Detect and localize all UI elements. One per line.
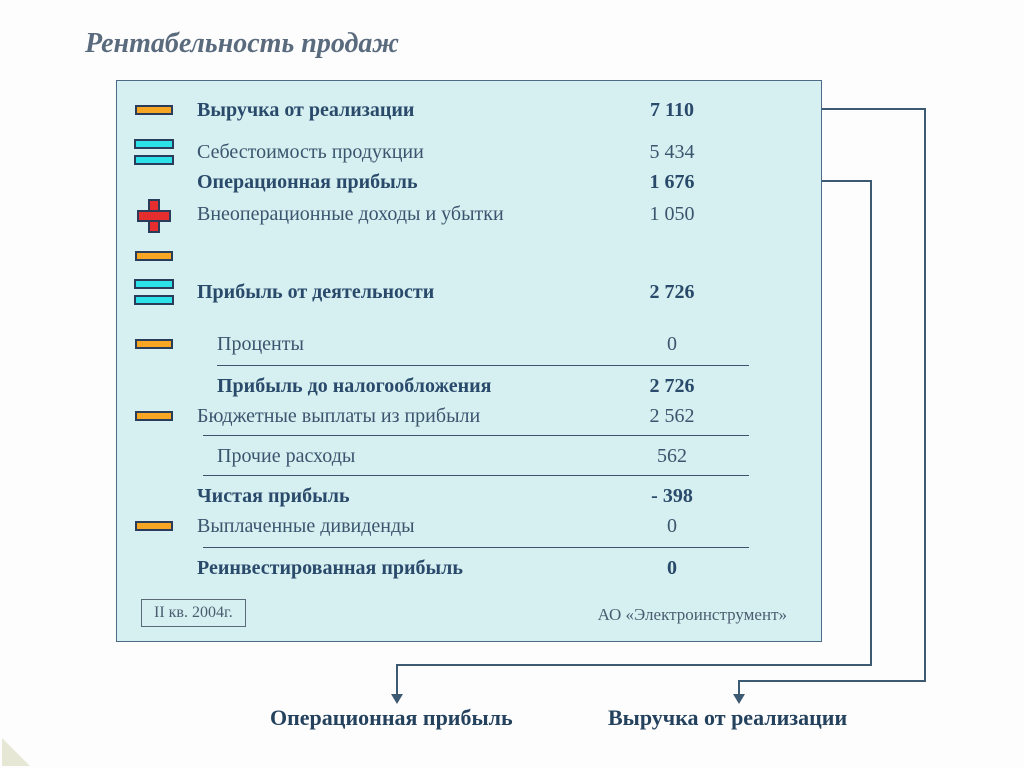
label-other: Прочие расходы: [217, 445, 355, 468]
value-pretax: 2 726: [587, 375, 757, 398]
label-pretax: Прибыль до налогообложения: [217, 375, 491, 398]
label-activity-profit: Прибыль от деятельности: [197, 281, 434, 304]
row-nonop: Внеоперационные доходы и убытки 1 050: [117, 199, 821, 233]
bottom-label-op-profit: Операционная прибыль: [270, 705, 513, 731]
value-dividends: 0: [587, 515, 757, 538]
value-revenue: 7 110: [587, 99, 757, 122]
label-cost: Себестоимость продукции: [197, 141, 424, 164]
minus-icon: [127, 329, 181, 359]
connector-line: [924, 108, 926, 682]
divider: [203, 547, 749, 548]
minus-icon: [127, 401, 181, 431]
row-interest: Проценты 0: [117, 329, 821, 363]
footer-company: АО «Электроинструмент»: [598, 605, 787, 625]
row-activity-profit: Прибыль от деятельности 2 726: [117, 277, 821, 311]
bottom-label-revenue: Выручка от реализации: [608, 705, 847, 731]
row-dividends: Выплаченные дивиденды 0: [117, 511, 821, 545]
label-net: Чистая прибыль: [197, 485, 350, 508]
value-interest: 0: [587, 333, 757, 356]
divider: [217, 365, 749, 366]
connector-line: [870, 180, 872, 666]
plus-icon: [127, 201, 181, 231]
row-other: Прочие расходы 562: [117, 441, 821, 475]
connector-line: [822, 180, 872, 182]
row-revenue: Выручка от реализации 7 110: [117, 95, 821, 129]
label-budget: Бюджетные выплаты из прибыли: [197, 405, 480, 428]
value-net: - 398: [587, 485, 757, 508]
row-pretax: Прибыль до налогообложения 2 726: [117, 371, 821, 405]
equals-icon: [127, 137, 181, 167]
label-revenue: Выручка от реализации: [197, 99, 414, 122]
page-corner-fold: [2, 738, 30, 766]
page-title: Рентабельность продаж: [85, 28, 399, 60]
slide-page: Рентабельность продаж Выручка от реализа…: [0, 0, 1024, 768]
row-reinvest: Реинвестированная прибыль 0: [117, 553, 821, 587]
connector-line: [822, 108, 926, 110]
row-op-profit: Операционная прибыль 1 676: [117, 167, 821, 201]
minus-icon: [127, 511, 181, 541]
label-dividends: Выплаченные дивиденды: [197, 515, 415, 538]
arrow-down-icon: [733, 694, 745, 704]
connector-line: [396, 664, 398, 696]
connector-line: [396, 664, 872, 666]
label-nonop: Внеоперационные доходы и убытки: [197, 203, 504, 226]
label-op-profit: Операционная прибыль: [197, 171, 418, 194]
label-interest: Проценты: [217, 333, 304, 356]
arrow-down-icon: [391, 694, 403, 704]
minus-icon: [127, 241, 181, 271]
row-budget: Бюджетные выплаты из прибыли 2 562: [117, 401, 821, 435]
label-reinvest: Реинвестированная прибыль: [197, 557, 463, 580]
footer-period: II кв. 2004г.: [141, 599, 246, 627]
row-minus-spacer: [117, 241, 821, 275]
value-cost: 5 434: [587, 141, 757, 164]
row-cost: Себестоимость продукции 5 434: [117, 137, 821, 171]
value-nonop: 1 050: [587, 203, 757, 226]
value-op-profit: 1 676: [587, 171, 757, 194]
finance-panel: Выручка от реализации 7 110 Себестоимост…: [116, 80, 822, 642]
value-activity-profit: 2 726: [587, 281, 757, 304]
minus-icon: [127, 95, 181, 125]
value-other: 562: [587, 445, 757, 468]
value-reinvest: 0: [587, 557, 757, 580]
value-budget: 2 562: [587, 405, 757, 428]
divider: [203, 475, 749, 476]
equals-icon: [127, 277, 181, 307]
divider: [203, 435, 749, 436]
connector-line: [738, 680, 926, 682]
row-net: Чистая прибыль - 398: [117, 481, 821, 515]
